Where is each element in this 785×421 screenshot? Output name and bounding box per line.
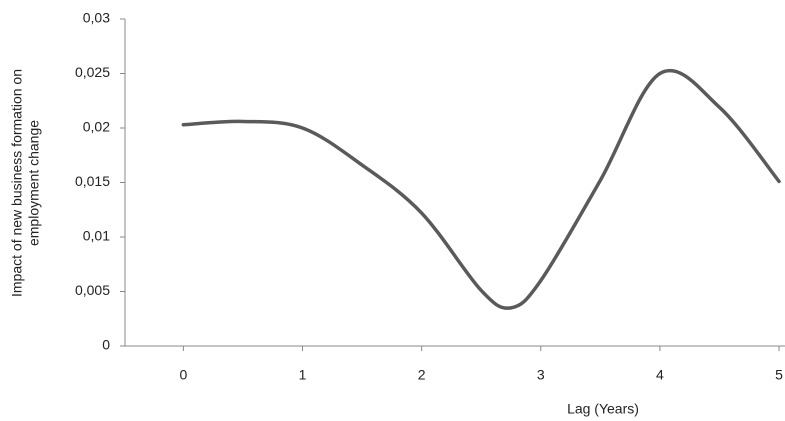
- y-tick-label: 0,02: [83, 119, 110, 135]
- data-line: [181, 68, 781, 310]
- y-tick-label: 0: [102, 337, 110, 353]
- x-tick-label: 2: [418, 367, 426, 383]
- x-axis-title: Lag (Years): [567, 401, 639, 417]
- x-tick-label: 0: [179, 367, 187, 383]
- y-tick-label: 0,025: [75, 64, 110, 80]
- y-axis-title-line: employment change: [26, 120, 42, 246]
- x-tick-label: 3: [537, 367, 545, 383]
- y-tick-label: 0,03: [83, 10, 110, 26]
- y-tick-label: 0,005: [75, 282, 110, 298]
- y-axis-title-line: Impact of new business formation on: [9, 69, 25, 297]
- y-tick-label: 0,015: [75, 173, 110, 189]
- y-tick-label: 0,01: [83, 228, 110, 244]
- x-tick-label: 1: [299, 367, 307, 383]
- x-tick-label: 4: [656, 367, 664, 383]
- x-tick-label: 5: [775, 367, 783, 383]
- y-axis-title: Impact of new business formation on empl…: [9, 69, 42, 297]
